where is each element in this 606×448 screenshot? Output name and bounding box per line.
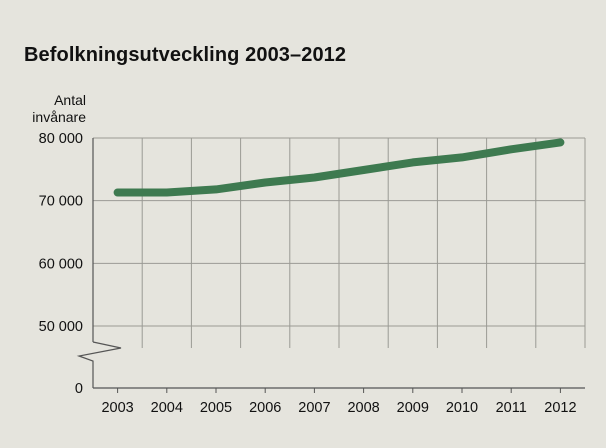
x-tick-label-3: 2006 bbox=[249, 400, 281, 416]
y-axis-label: Antal invånare bbox=[32, 92, 86, 126]
axes bbox=[76, 138, 585, 393]
x-tick-label-1: 2004 bbox=[151, 400, 183, 416]
y-axis-label-line2: invånare bbox=[32, 109, 86, 125]
y-tick-label-4: 80 000 bbox=[39, 131, 83, 147]
y-tick-label-0: 0 bbox=[75, 381, 83, 397]
y-axis-label-line1: Antal bbox=[54, 92, 86, 108]
x-tick-label-6: 2009 bbox=[397, 400, 429, 416]
tick-labels: 0 50 000 60 000 70 000 80 000 2003 2004 2005 200… bbox=[39, 131, 577, 416]
series-line-0 bbox=[113, 138, 565, 197]
series-group bbox=[113, 138, 565, 197]
x-tick-label-0: 2003 bbox=[101, 400, 133, 416]
x-tick-label-8: 2011 bbox=[496, 400, 527, 416]
y-tick-label-1: 50 000 bbox=[39, 319, 83, 335]
x-tick-label-7: 2010 bbox=[446, 400, 478, 416]
x-tick-label-2: 2005 bbox=[200, 400, 232, 416]
y-tick-label-2: 60 000 bbox=[39, 256, 83, 272]
grid-lines bbox=[93, 137, 586, 348]
y-tick-label-3: 70 000 bbox=[39, 194, 83, 210]
x-tick-label-5: 2008 bbox=[347, 400, 379, 416]
chart-title: Befolkningsutveckling 2003–2012 bbox=[24, 44, 347, 66]
y-axis-break bbox=[76, 341, 122, 388]
x-tick-label-4: 2007 bbox=[298, 400, 330, 416]
x-tick-label-9: 2012 bbox=[544, 400, 576, 416]
